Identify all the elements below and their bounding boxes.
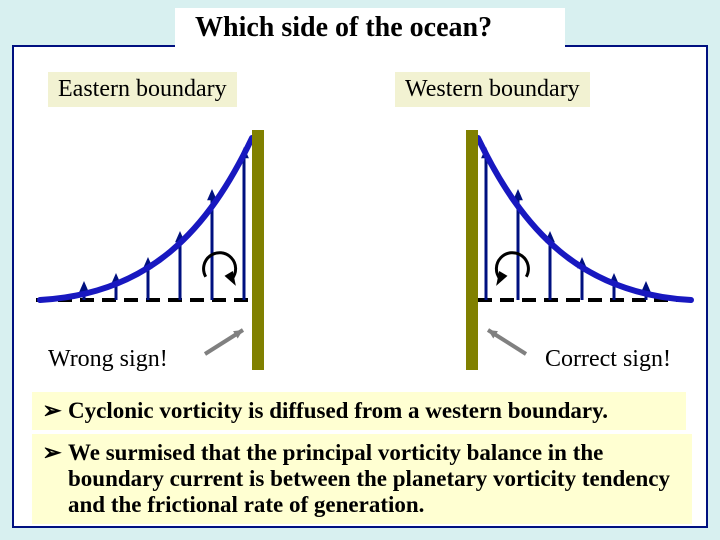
profile-curves	[40, 138, 691, 300]
diagram	[0, 0, 720, 540]
boundary-walls	[252, 130, 478, 370]
velocity-arrows	[79, 147, 651, 300]
